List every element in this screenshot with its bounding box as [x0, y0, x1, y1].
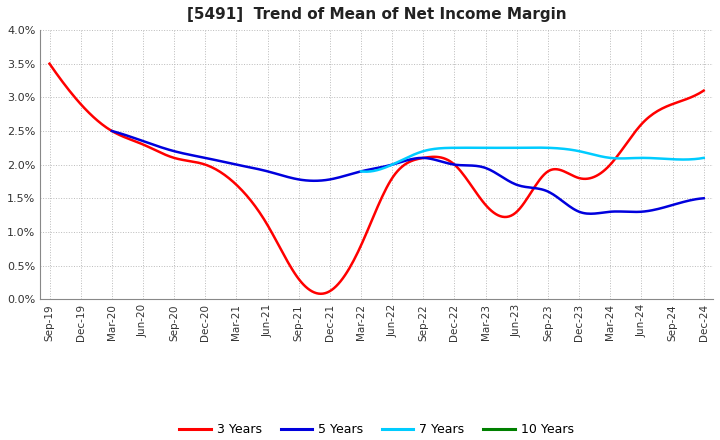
3 Years	[437, 155, 446, 160]
Title: [5491]  Trend of Mean of Net Income Margin: [5491] Trend of Mean of Net Income Margi…	[186, 7, 567, 22]
3 Years	[435, 154, 444, 160]
7 Years	[670, 157, 678, 162]
Line: 7 Years: 7 Years	[361, 148, 703, 172]
3 Years	[317, 291, 325, 297]
3 Years	[45, 61, 54, 66]
7 Years	[358, 169, 366, 174]
3 Years	[699, 88, 708, 93]
Line: 5 Years: 5 Years	[112, 131, 703, 214]
7 Years	[356, 169, 365, 174]
5 Years	[699, 196, 708, 201]
7 Years	[532, 145, 541, 150]
7 Years	[361, 169, 370, 174]
5 Years	[109, 129, 118, 134]
7 Years	[563, 147, 572, 152]
5 Years	[107, 128, 116, 134]
3 Years	[599, 169, 608, 174]
7 Years	[699, 155, 708, 161]
5 Years	[458, 163, 467, 168]
Legend: 3 Years, 5 Years, 7 Years, 10 Years: 3 Years, 5 Years, 7 Years, 10 Years	[174, 418, 579, 440]
3 Years	[640, 118, 649, 124]
5 Years	[646, 208, 654, 213]
7 Years	[648, 155, 657, 161]
3 Years	[48, 64, 56, 70]
5 Years	[469, 163, 478, 169]
Line: 3 Years: 3 Years	[50, 64, 703, 294]
7 Years	[562, 147, 570, 152]
7 Years	[569, 147, 577, 153]
5 Years	[460, 163, 469, 168]
5 Years	[608, 209, 617, 214]
3 Years	[448, 160, 456, 165]
5 Years	[587, 211, 595, 216]
